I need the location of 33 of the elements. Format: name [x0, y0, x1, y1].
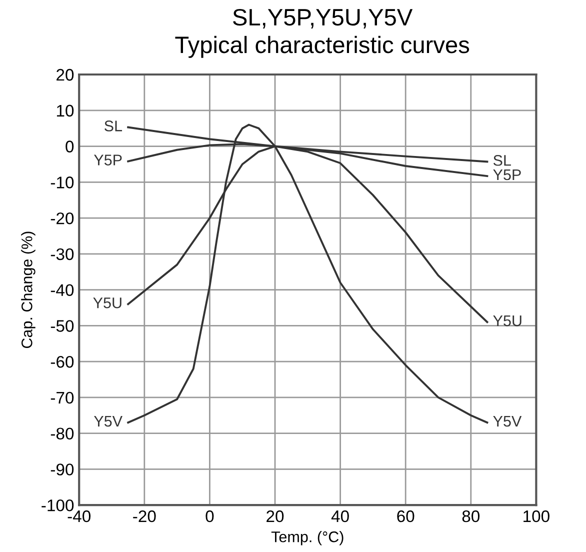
- series-label: Y5P: [493, 170, 521, 180]
- x-tick-label: 100: [524, 510, 550, 522]
- y-tick-label: -90: [50, 464, 74, 476]
- x-tick-label: 0: [206, 510, 214, 522]
- y-tick-label: 20: [56, 68, 74, 81]
- y-tick-label: 10: [56, 104, 74, 117]
- y-axis-title: Cap. Change (%): [21, 232, 36, 348]
- x-axis-title: Temp. (°C): [271, 531, 344, 546]
- y-tick-label: -60: [50, 356, 74, 368]
- series-label: SL: [104, 120, 122, 132]
- x-tick-label: -40: [68, 510, 91, 522]
- x-tick-label: 40: [331, 510, 349, 522]
- y-tick-label: -30: [50, 248, 74, 260]
- text: Y5V: [493, 416, 522, 427]
- x-tick-label: -20: [133, 510, 156, 522]
- text: Y5U: [93, 298, 122, 308]
- x-tick-label: 60: [397, 510, 414, 522]
- series-label: Y5V: [94, 416, 122, 427]
- chart-subtitle: Typical characteristic curves: [175, 36, 470, 58]
- x-tick-label: 20: [266, 510, 284, 522]
- chart-title: SL,Y5P,Y5U,Y5V: [233, 8, 413, 28]
- series-label: Y5U: [493, 316, 522, 326]
- y-tick-label: -100: [42, 499, 74, 512]
- text: Y5P: [94, 154, 122, 166]
- y-tick-label: -70: [50, 392, 74, 404]
- y-tick-label: -40: [50, 284, 74, 296]
- text: SL: [493, 154, 511, 166]
- y-tick-label: -50: [50, 320, 74, 332]
- y-tick-label: -80: [50, 428, 74, 440]
- y-tick-label: 0: [66, 140, 74, 152]
- y-tick-label: -10: [50, 176, 74, 188]
- x-tick-label: 80: [462, 510, 480, 522]
- y-tick-label: -20: [50, 212, 74, 224]
